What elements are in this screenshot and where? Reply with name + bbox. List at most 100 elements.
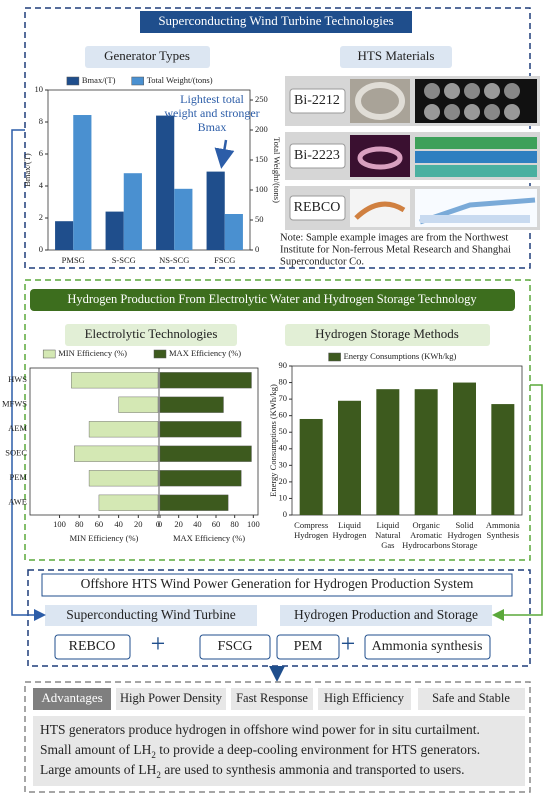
bar: [156, 115, 175, 250]
bar: [98, 494, 159, 511]
y2-tick-label: 200: [255, 124, 268, 134]
material-label: Bi-2223: [294, 148, 340, 163]
advantage-box: [418, 688, 525, 710]
x-tick-label: 60: [212, 519, 221, 529]
bar: [118, 396, 159, 413]
text-segment: Small amount of LH: [40, 742, 152, 757]
sample-image: [350, 189, 537, 227]
text-segment: 2: [151, 750, 156, 760]
annotation: weight and stronger: [164, 106, 259, 120]
bar: [88, 470, 159, 487]
bar: [74, 445, 159, 462]
text-segment: HTS generators produce hydrogen in offsh…: [40, 722, 480, 737]
advantage-box: [318, 688, 411, 710]
bar: [338, 400, 361, 515]
label-pill: [65, 324, 237, 346]
plot-frame: [29, 367, 259, 516]
panel-title: Superconducting Wind Turbine Technologie…: [158, 13, 393, 28]
x-tick-label: PMSG: [62, 255, 85, 265]
section-label: Electrolytic Technologies: [85, 326, 218, 341]
advantage: Safe and Stable: [432, 691, 510, 705]
label-box: [33, 688, 111, 710]
material-box: [289, 195, 346, 221]
y2-axis-label: Total Weight/(tons): [272, 137, 282, 203]
x-tick-label: Organic Aromatic Hydrocarbons: [402, 520, 450, 550]
plot-frame: [47, 89, 251, 251]
y2-tick-label: 50: [255, 214, 264, 224]
panel-title: Offshore HTS Wind Power Generation for H…: [81, 576, 474, 591]
advantages-label: Advantages: [41, 690, 102, 705]
y-tick-label: SOEC: [5, 448, 27, 458]
y-tick-label: 6: [39, 148, 43, 158]
legend-swatch: [131, 76, 144, 86]
bar: [55, 221, 74, 250]
y-tick-label: MFWS: [2, 399, 27, 409]
x-tick-label: 0: [158, 519, 162, 529]
bar: [174, 188, 193, 250]
y-tick-label: 70: [279, 393, 288, 403]
label-pill: [85, 46, 210, 68]
sample-image: [350, 135, 537, 177]
material-label: Bi-2212: [294, 93, 340, 108]
y-tick-label: AEM: [8, 423, 27, 433]
note: Institute for Non-ferrous Metal Research…: [280, 244, 511, 255]
y2-tick-label: 0: [255, 244, 259, 254]
x-tick-label: 80: [230, 519, 239, 529]
bar: [123, 173, 142, 250]
x-tick-label: 20: [174, 519, 183, 529]
section-label: Hydrogen Storage Methods: [315, 326, 459, 341]
x-tick-label: 40: [193, 519, 202, 529]
legend-label: Energy Consumptions (KWh/kg): [344, 351, 457, 361]
bar: [206, 171, 225, 250]
paragraph-line: Small amount of LH2 to provide a deep-co…: [40, 742, 480, 760]
bar: [159, 470, 242, 487]
bar: [491, 404, 515, 515]
connector: [492, 384, 543, 621]
note: Note: Sample example images are from the…: [280, 232, 508, 243]
item: PEM: [294, 639, 323, 654]
advantage-box: [231, 688, 313, 710]
bar: [159, 396, 224, 413]
plus: +: [151, 629, 166, 658]
title-banner: [140, 11, 412, 33]
y-tick-label: 2: [39, 212, 43, 222]
y-tick-label: AWE: [8, 497, 27, 507]
label-pill: [280, 605, 492, 626]
material-box: [289, 88, 346, 114]
label-pill: [285, 324, 490, 346]
sample-image: [350, 79, 537, 123]
x-tick-label: S-SCG: [112, 255, 136, 265]
y2-tick-label: 250: [255, 94, 268, 104]
connector: [11, 129, 46, 621]
x-tick-label: 0: [156, 519, 160, 529]
y-tick-label: 60: [279, 410, 288, 420]
panel-title: Hydrogen Production From Electrolytic Wa…: [67, 292, 477, 306]
annotation: Lightest total: [180, 92, 244, 106]
y-tick-label: 40: [279, 443, 288, 453]
x-tick-label: Ammonia Synthesis: [486, 520, 520, 540]
x-axis-label: MAX Efficiency (%): [173, 533, 245, 543]
bar: [105, 211, 124, 250]
bar: [159, 372, 252, 389]
advantage-box: [116, 688, 226, 710]
panel-frame: [24, 279, 531, 561]
paragraph-line: HTS generators produce hydrogen in offsh…: [40, 722, 480, 737]
material-box: [289, 143, 346, 169]
advantage: High Efficiency: [324, 691, 405, 705]
bar: [376, 389, 400, 515]
section-label: Generator Types: [104, 48, 190, 63]
text-segment: Large amounts of LH: [40, 762, 157, 777]
bar: [299, 418, 323, 515]
y-tick-label: 0: [39, 244, 43, 254]
title-banner: [30, 289, 515, 311]
bar: [159, 445, 252, 462]
bar: [73, 115, 92, 250]
y-tick-label: HWS: [8, 374, 27, 384]
legend-swatch: [328, 352, 341, 362]
x-tick-label: 100: [53, 519, 66, 529]
plot-frame: [291, 365, 523, 516]
bar: [88, 421, 159, 438]
label-pill: [340, 46, 452, 68]
item-box: [276, 634, 340, 660]
